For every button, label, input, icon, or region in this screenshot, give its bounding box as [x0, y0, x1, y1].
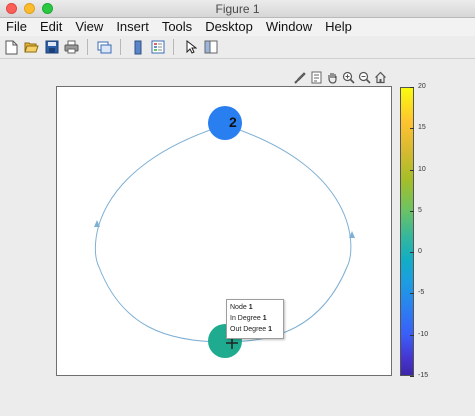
link-plot-button[interactable]	[96, 39, 113, 56]
colorbar-tick-mark	[410, 334, 414, 336]
colorbar-tick-label: -15	[418, 372, 429, 379]
toolbar-separator	[87, 39, 88, 55]
menu-help[interactable]: Help	[325, 19, 352, 34]
home-icon	[375, 71, 386, 83]
colorbar[interactable]	[400, 87, 414, 376]
datatip-row-in-degree: In Degree 1	[230, 315, 267, 322]
open-folder-icon	[24, 42, 39, 52]
open-file-button[interactable]	[23, 39, 40, 56]
menu-desktop[interactable]: Desktop	[205, 19, 253, 34]
figure-canvas: 2 Node 1 In Degree 1 Out Degree 1 20 15 10…	[0, 59, 475, 416]
colorbar-tick-mark	[410, 293, 414, 295]
colorbar-tick-label: -5	[418, 289, 425, 297]
insert-legend-button[interactable]	[149, 39, 166, 56]
window-title: Figure 1	[215, 2, 260, 16]
edge-1-to-2	[94, 124, 226, 343]
axes-toolbar	[293, 69, 389, 85]
colorbar-tick-label: 5	[418, 206, 422, 214]
toolbar-separator	[173, 39, 174, 55]
zoom-out-button[interactable]	[357, 70, 372, 85]
toolbar-separator	[120, 39, 121, 55]
close-window-button[interactable]	[6, 3, 17, 14]
edit-plot-icon	[186, 40, 197, 54]
colorbar-tick-mark	[410, 128, 414, 130]
colorbar-tick-label: 0	[418, 248, 422, 256]
menu-file[interactable]: File	[6, 19, 27, 34]
colorbar-tick-mark	[410, 210, 414, 212]
zoom-in-button[interactable]	[341, 70, 356, 85]
edge-arrow-right	[349, 231, 355, 238]
maximize-window-button[interactable]	[42, 3, 53, 14]
insert-legend-icon	[151, 40, 164, 54]
colorbar-tick-mark	[410, 87, 414, 88]
datatip-row-out-degree: Out Degree 1	[230, 326, 273, 333]
colorbar-tick-mark	[410, 169, 414, 171]
zoom-in-icon	[342, 71, 355, 84]
menu-view[interactable]: View	[75, 19, 104, 34]
brush-button[interactable]	[293, 70, 308, 85]
pan-button[interactable]	[325, 70, 340, 85]
colorbar-tick-mark	[410, 252, 414, 254]
datatip-row-node: Node 1	[230, 304, 253, 311]
print-icon	[64, 40, 79, 54]
menu-window[interactable]: Window	[265, 19, 313, 34]
print-button[interactable]	[63, 39, 80, 56]
colorbar-tick-label: 15	[418, 124, 426, 132]
brush-icon	[294, 71, 306, 84]
datatip-button[interactable]	[309, 70, 324, 85]
save-icon	[45, 40, 58, 54]
node-label-2: 2	[229, 114, 237, 130]
insert-colorbar-icon	[134, 40, 141, 54]
insert-colorbar-button[interactable]	[129, 39, 146, 56]
new-file-icon	[5, 40, 18, 54]
menu-bar: File Edit View Insert Tools Desktop Wind…	[0, 18, 475, 36]
colorbar-tick-label: 20	[418, 83, 426, 90]
restore-view-button[interactable]	[373, 70, 388, 85]
minimize-window-button[interactable]	[24, 3, 35, 14]
datatip-icon	[311, 71, 322, 83]
property-inspector-button[interactable]	[202, 39, 219, 56]
crosshair-cursor-icon	[226, 337, 238, 349]
new-file-button[interactable]	[3, 39, 20, 56]
colorbar-tick-label: -10	[418, 330, 429, 338]
zoom-out-icon	[358, 71, 371, 84]
property-inspector-icon	[204, 40, 217, 54]
save-button[interactable]	[43, 39, 60, 56]
pan-icon	[328, 72, 337, 84]
graph-node-2[interactable]	[208, 106, 242, 140]
menu-tools[interactable]: Tools	[161, 19, 193, 34]
menu-edit[interactable]: Edit	[39, 19, 63, 34]
link-plot-icon	[97, 41, 112, 54]
datatip: Node 1 In Degree 1 Out Degree 1	[226, 299, 284, 339]
colorbar-tick-label: 10	[418, 165, 426, 173]
colorbar-tick-mark	[410, 376, 414, 377]
figure-toolbar	[0, 36, 475, 59]
edge-arrow-left	[94, 220, 100, 227]
edit-plot-button[interactable]	[182, 39, 199, 56]
title-bar: Figure 1	[0, 0, 475, 18]
menu-insert[interactable]: Insert	[116, 19, 149, 34]
graph-axes[interactable]: 2	[56, 86, 392, 376]
